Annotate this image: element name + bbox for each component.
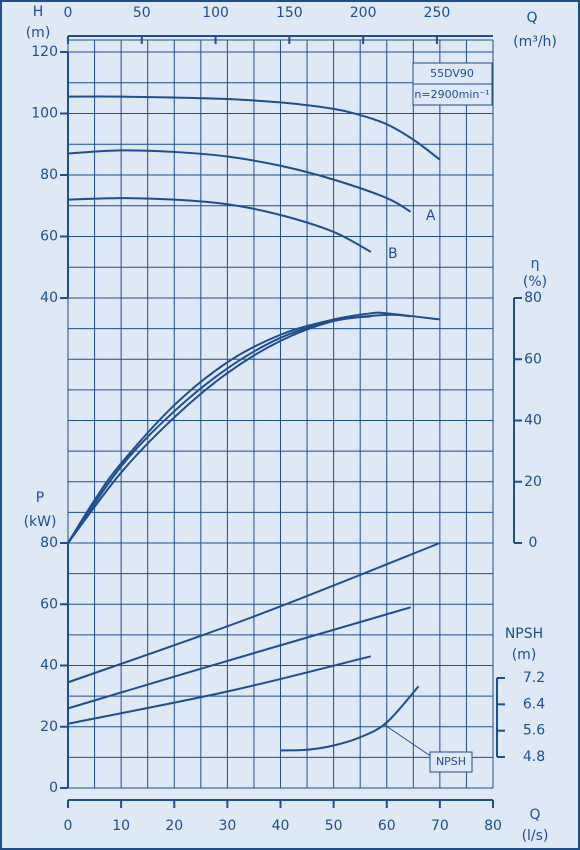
curve [67,542,441,684]
y-axis-label: H [33,4,44,20]
x-tick-label: 80 [484,818,502,834]
x2-tick-label: 250 [424,5,451,21]
y-tick-label: 6.4 [523,696,545,712]
y-tick-label: 40 [524,413,542,429]
y-axis-label: P [36,490,44,506]
x-tick-label: 40 [272,818,290,834]
leader-line [383,723,433,758]
curve [67,95,441,161]
y-tick-label: 80 [524,290,542,306]
x-tick-label: 70 [431,818,449,834]
curve [67,197,372,253]
curve [67,606,411,710]
x2-tick-label: 100 [202,5,229,21]
y-tick-label: 100 [31,106,58,122]
y-axis-unit: (m) [512,647,537,663]
series-label: NPSH [436,755,466,768]
x-tick-label: 30 [218,818,236,834]
x2-tick-label: 200 [350,5,377,21]
x2-tick-label: 50 [133,5,151,21]
y-tick-label: 80 [40,167,58,183]
x-tick-label: 0 [64,818,73,834]
y-tick-label: 0 [529,535,538,551]
curve [280,685,420,752]
legend-box [429,751,473,773]
y-axis-label: η [531,256,540,272]
y-tick-label: 5.6 [523,723,545,739]
curve [67,149,412,213]
x2-axis-label: Q [526,10,537,26]
x-tick-label: 60 [378,818,396,834]
y-tick-label: 60 [524,351,542,367]
y-tick-label: 120 [31,44,58,60]
x-axis-unit: (l/s) [522,828,549,844]
y-tick-label: 60 [40,596,58,612]
y-tick-label: 20 [40,719,58,735]
x-tick-label: 10 [112,818,130,834]
y-tick-label: 40 [40,658,58,674]
curve [67,655,372,725]
curve [67,311,440,544]
x-tick-label: 20 [165,818,183,834]
y-tick-label: 40 [40,290,58,306]
series-label: B [388,246,398,262]
y-tick-label: 60 [40,229,58,245]
y-tick-label: 7.2 [523,670,545,686]
x2-tick-label: 150 [276,5,303,21]
y-tick-label: 80 [40,535,58,551]
x2-axis-unit: (m³/h) [513,34,557,50]
curve [67,315,371,544]
x-tick-label: 50 [325,818,343,834]
annotation: 55DV90 [430,67,474,80]
y-axis-unit: (m) [26,25,51,41]
y-tick-label: 0 [49,780,58,796]
annotation: n=2900min⁻¹ [414,88,489,101]
y-tick-label: 4.8 [523,749,545,765]
x-axis-label: Q [529,807,540,823]
series-label: A [426,208,436,224]
y-axis-label: NPSH [505,626,543,642]
y-axis-unit: (kW) [24,514,57,530]
curve [67,313,411,544]
y-tick-label: 20 [524,474,542,490]
y-axis-unit: (%) [523,274,547,290]
x2-tick-label: 0 [64,5,73,21]
